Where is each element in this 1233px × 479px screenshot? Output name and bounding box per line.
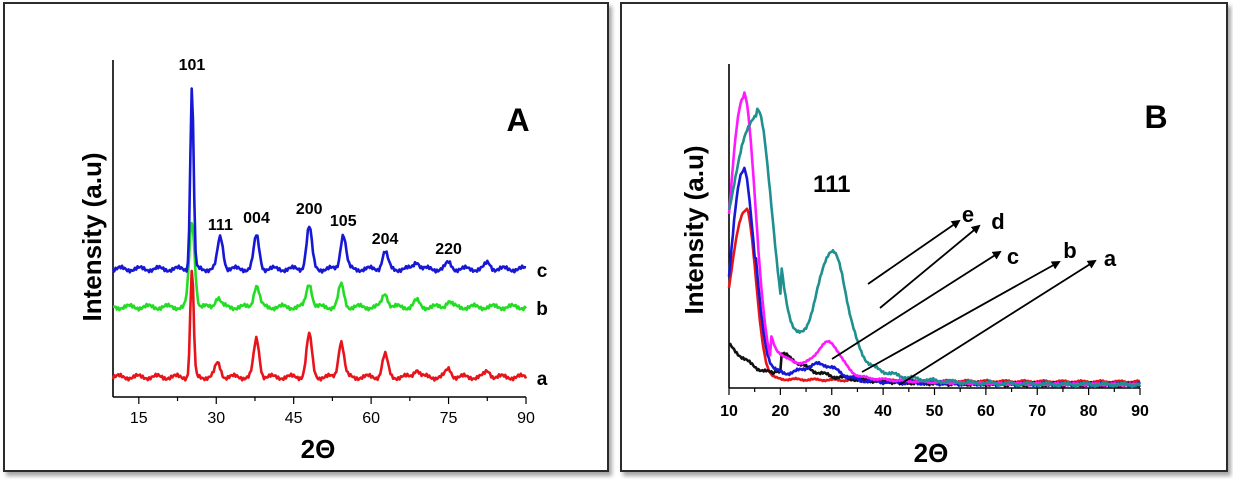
series-label-c: c bbox=[1007, 244, 1019, 269]
x-tick-label: 60 bbox=[362, 410, 380, 427]
x-tick-label: 80 bbox=[1080, 403, 1098, 420]
peak-label: 111 bbox=[813, 171, 850, 198]
series-arrow-e bbox=[867, 219, 961, 285]
x-tick-label: 70 bbox=[1028, 403, 1046, 420]
x-tick-label: 50 bbox=[926, 403, 944, 420]
series-label-b: b bbox=[1063, 238, 1076, 263]
x-tick-label: 90 bbox=[1131, 403, 1149, 420]
series-label-a: a bbox=[1104, 246, 1117, 271]
x-tick-label: 10 bbox=[720, 403, 738, 420]
series-label-e: e bbox=[962, 202, 974, 227]
series-arrow-a bbox=[898, 259, 1097, 386]
x-tick-label: 60 bbox=[977, 403, 995, 420]
x-axis-title: 2Θ bbox=[301, 434, 336, 464]
series-line-b bbox=[112, 221, 528, 312]
peak-label: 105 bbox=[330, 213, 357, 230]
y-axis-title: Intensity (a.u) bbox=[679, 145, 709, 314]
x-tick-label: 20 bbox=[771, 403, 789, 420]
series-line-c bbox=[111, 87, 527, 274]
x-tick-label: 30 bbox=[823, 403, 841, 420]
series-label-a: a bbox=[537, 369, 548, 390]
panel-letter-a: A bbox=[506, 102, 529, 138]
series-line-a bbox=[111, 269, 528, 382]
xrd-chart-b: 10 20 30 40 50 60 70 80 90 2Θ Intensity (a.u) Be dc b… bbox=[679, 64, 1168, 468]
series-line-e bbox=[727, 107, 1142, 389]
series-label-c: c bbox=[537, 261, 548, 282]
series-arrow-b bbox=[861, 261, 1061, 373]
x-tick-label: 90 bbox=[517, 410, 535, 427]
y-axis-title: Intensity (a.u) bbox=[77, 152, 107, 321]
x-tick-label: 45 bbox=[285, 410, 303, 427]
series-label-b: b bbox=[536, 299, 548, 320]
series-arrow-c bbox=[831, 250, 1002, 360]
panel-letter-b: B bbox=[1144, 99, 1167, 135]
series-arrow-d bbox=[879, 224, 981, 309]
x-tick-label: 75 bbox=[440, 410, 458, 427]
series-line-d bbox=[727, 91, 1141, 388]
x-tick-label: 40 bbox=[874, 403, 892, 420]
peak-label: 101 bbox=[179, 57, 206, 74]
series-line-c bbox=[727, 166, 1141, 389]
peak-label: 200 bbox=[296, 201, 323, 218]
series-label-d: d bbox=[991, 209, 1004, 234]
x-axis-title: 2Θ bbox=[914, 438, 949, 468]
peak-label: 220 bbox=[435, 241, 462, 258]
peak-label: 204 bbox=[372, 231, 399, 248]
xrd-chart-a: 15 30 45 60 75 90 2Θ Intensity (a.u) Aa bc 101 111 0… bbox=[77, 57, 548, 464]
x-tick-label: 30 bbox=[207, 410, 225, 427]
peak-label: 111 bbox=[208, 217, 233, 234]
peak-label: 004 bbox=[243, 210, 270, 227]
x-tick-label: 15 bbox=[130, 410, 148, 427]
